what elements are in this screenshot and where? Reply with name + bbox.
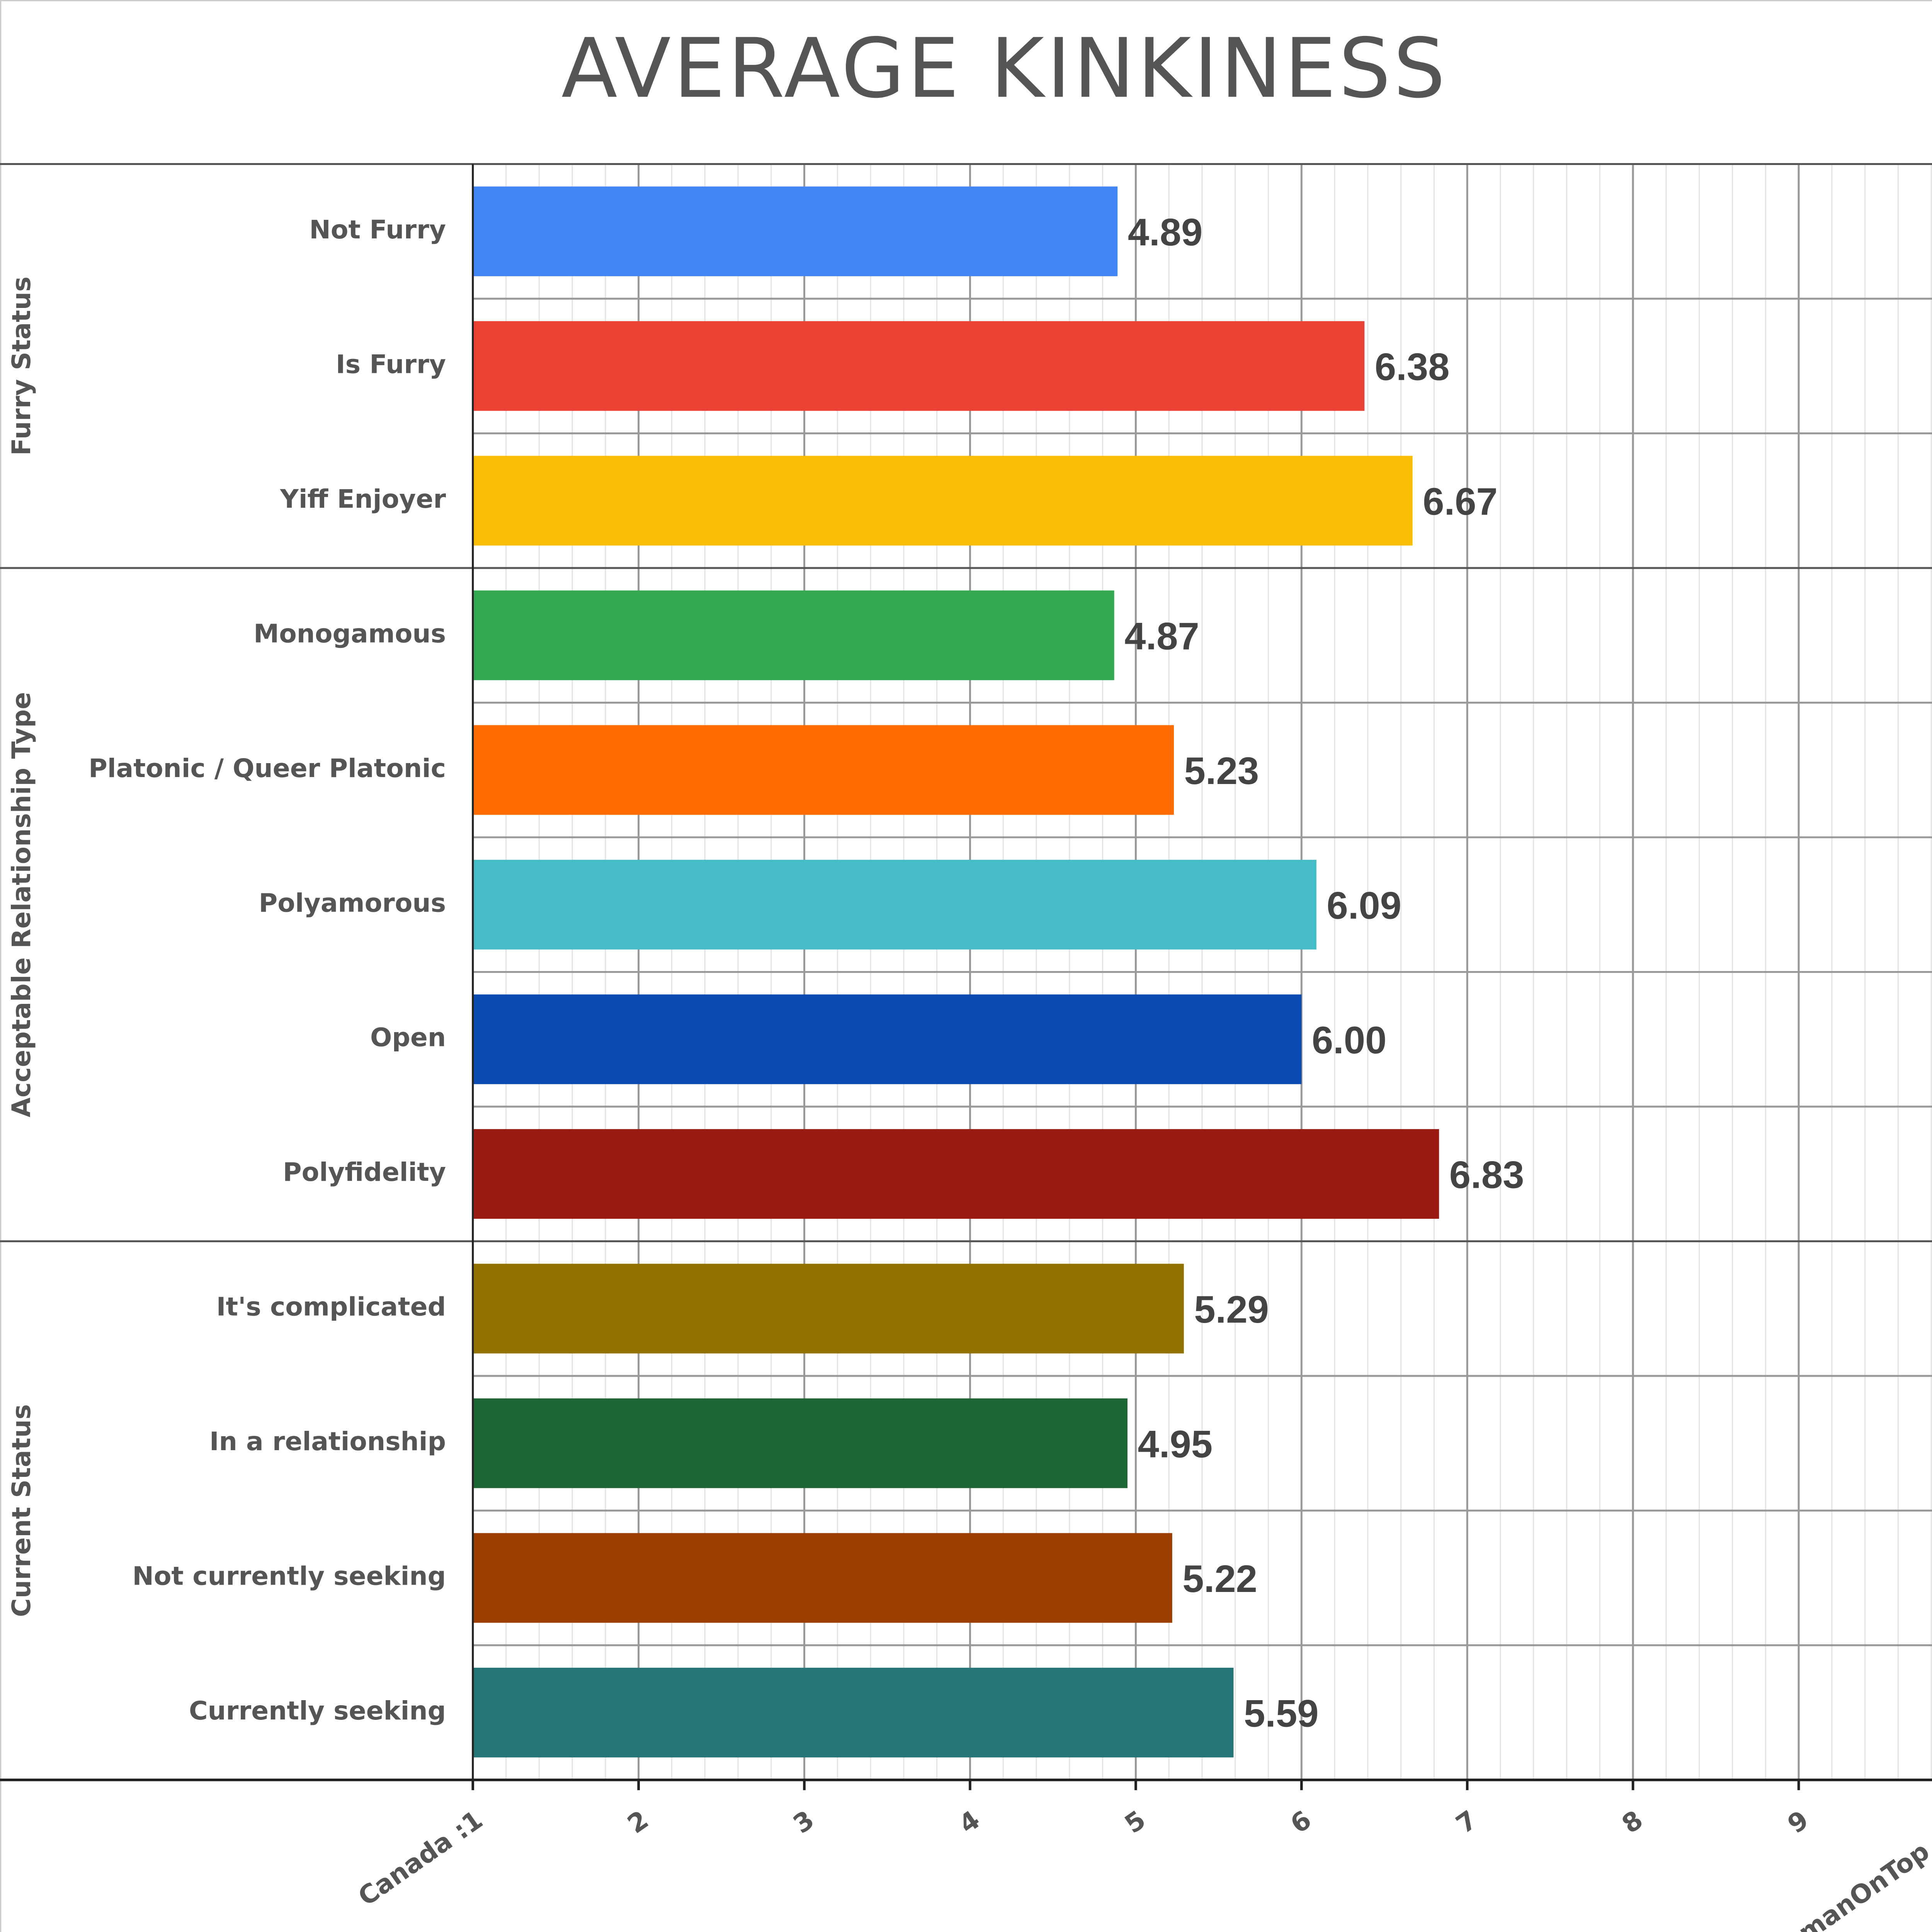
category-label: Not currently seeking [132, 1561, 446, 1591]
chart-title: AVERAGE KINKINESS [561, 21, 1448, 116]
category-label: Monogamous [253, 618, 446, 648]
group-label: Furry Status [6, 276, 36, 456]
bar [473, 321, 1365, 411]
bar [473, 456, 1413, 546]
category-label: Polyamorous [259, 888, 446, 918]
bar [473, 1533, 1172, 1623]
category-label: Platonic / Queer Platonic [88, 753, 446, 783]
bar [473, 1264, 1184, 1354]
bar [473, 860, 1316, 950]
group-label: Current Status [6, 1404, 36, 1617]
category-label: Yiff Enjoyer [280, 484, 446, 514]
category-label: Polyfidelity [283, 1157, 446, 1187]
value-label: 6.09 [1327, 884, 1401, 927]
bar [473, 994, 1302, 1084]
value-label: 5.22 [1182, 1558, 1257, 1600]
category-label: Not Furry [309, 214, 446, 245]
category-label: Currently seeking [189, 1696, 446, 1726]
value-label: 4.87 [1124, 615, 1199, 658]
value-label: 4.95 [1138, 1423, 1213, 1466]
bar [473, 590, 1114, 680]
category-label: It's complicated [216, 1292, 446, 1322]
value-label: 6.38 [1375, 345, 1450, 388]
bar [473, 725, 1174, 815]
value-label: 6.00 [1312, 1019, 1387, 1062]
bar [473, 1668, 1234, 1758]
group-label: Acceptable Relationship Type [6, 692, 36, 1117]
value-label: 5.23 [1184, 750, 1259, 793]
category-label: Is Furry [336, 349, 446, 379]
value-label: 5.59 [1244, 1692, 1319, 1735]
bar [473, 1129, 1439, 1219]
category-label: Open [370, 1022, 446, 1053]
value-label: 5.29 [1194, 1288, 1269, 1331]
value-label: 6.67 [1423, 480, 1498, 523]
value-label: 4.89 [1128, 211, 1203, 254]
category-label: In a relationship [209, 1426, 446, 1456]
bar [473, 186, 1118, 276]
bar [473, 1398, 1128, 1488]
value-label: 6.83 [1449, 1153, 1524, 1196]
